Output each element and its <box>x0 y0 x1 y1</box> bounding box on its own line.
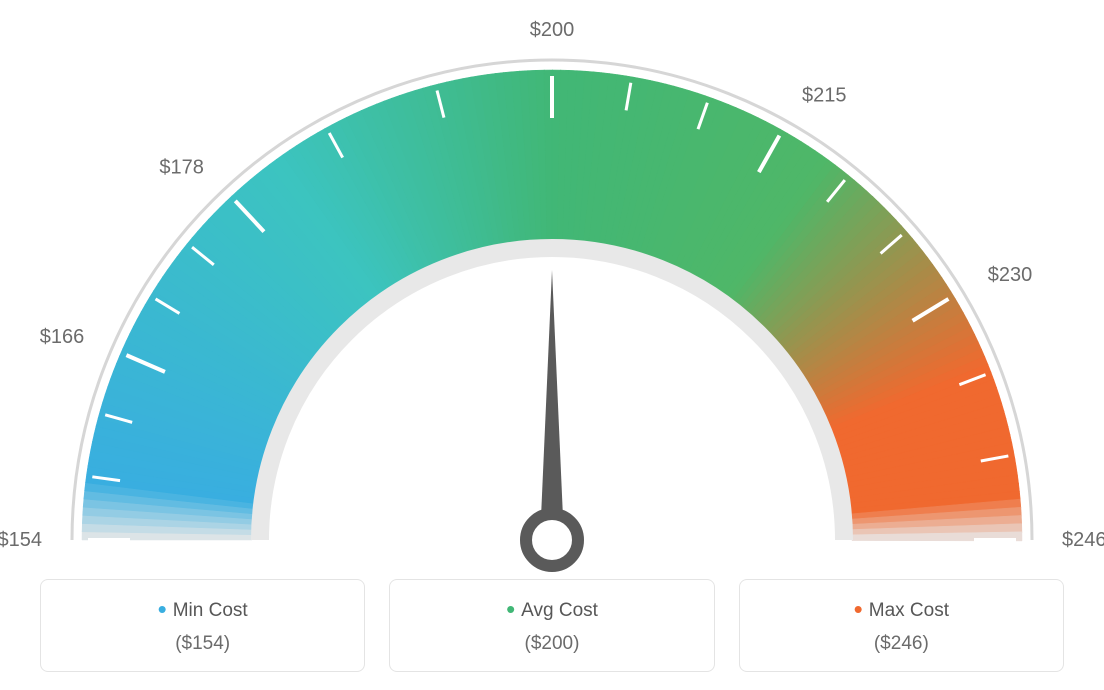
scale-label: $230 <box>988 264 1033 286</box>
scale-label: $200 <box>530 19 575 41</box>
gauge-svg: $154 $166 $178 $200 $215 $230 $246 <box>0 0 1104 580</box>
legend-value-avg: ($200) <box>400 633 703 655</box>
gauge-chart: $154 $166 $178 $200 $215 $230 $246 <box>0 0 1104 580</box>
legend-title-max: Max Cost <box>750 594 1053 625</box>
scale-label: $246 <box>1062 529 1104 551</box>
legend-card-min: Min Cost ($154) <box>40 579 365 672</box>
scale-label: $154 <box>0 529 42 551</box>
gauge-needle <box>540 270 564 540</box>
legend-title-min: Min Cost <box>51 594 354 625</box>
legend-row: Min Cost ($154) Avg Cost ($200) Max Cost… <box>40 579 1064 672</box>
needle-hub <box>526 514 578 566</box>
scale-label: $166 <box>40 326 85 348</box>
scale-label: $215 <box>802 84 847 106</box>
scale-label: $178 <box>159 156 204 178</box>
legend-card-avg: Avg Cost ($200) <box>389 579 714 672</box>
legend-value-min: ($154) <box>51 633 354 655</box>
legend-title-avg: Avg Cost <box>400 594 703 625</box>
legend-value-max: ($246) <box>750 633 1053 655</box>
legend-card-max: Max Cost ($246) <box>739 579 1064 672</box>
